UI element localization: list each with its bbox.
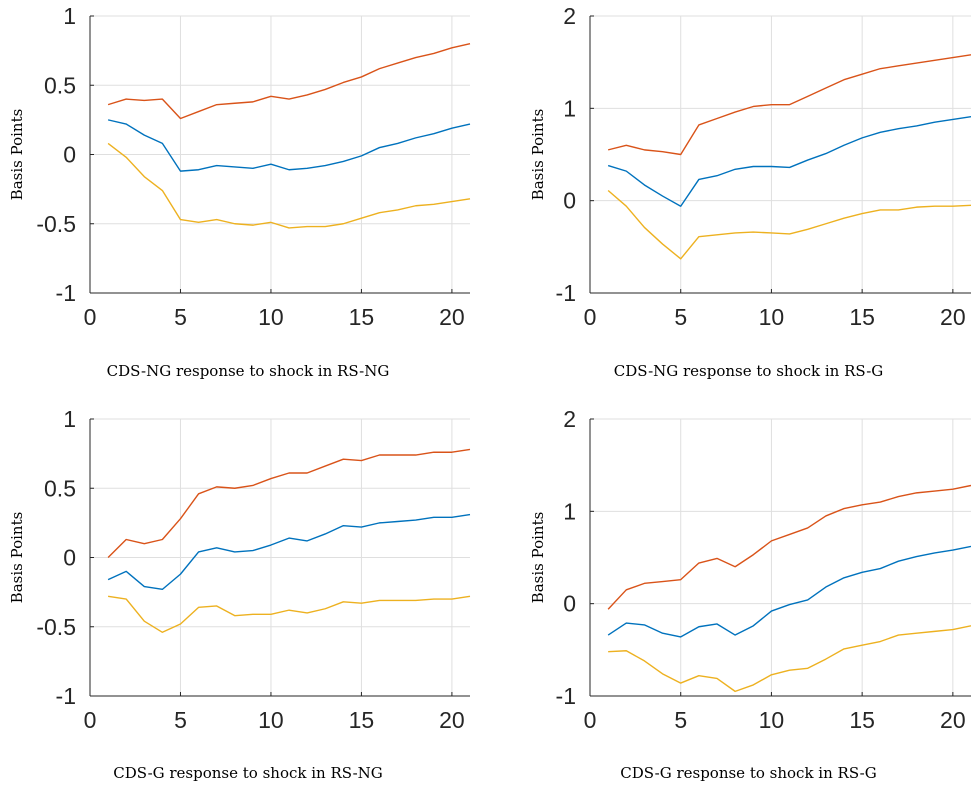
x-tick-label: 20 (940, 707, 966, 733)
y-axis-title: Basis Points (8, 512, 26, 604)
series-line-upper (607, 54, 971, 156)
y-tick-label: -1 (56, 280, 76, 306)
series-line-median (607, 115, 971, 207)
series-line-median (107, 513, 471, 591)
y-axis-title: Basis Points (529, 512, 547, 604)
y-tick-label: 1 (563, 498, 576, 524)
y-tick-label: 0.5 (44, 72, 76, 98)
y-axis-title: Basis Points (529, 109, 547, 201)
x-tick-label: 10 (759, 707, 785, 733)
x-tick-label: 10 (258, 707, 284, 733)
x-tick-label: 15 (349, 304, 375, 330)
y-tick-label: 2 (563, 3, 576, 29)
y-tick-label: 2 (563, 406, 576, 432)
y-tick-label: -0.5 (36, 211, 76, 237)
x-tick-label: 5 (674, 707, 687, 733)
y-tick-label: 0.5 (44, 475, 76, 501)
y-tick-label: 1 (63, 406, 76, 432)
y-tick-label: 0 (563, 188, 576, 214)
x-tick-label: 0 (84, 304, 97, 330)
panel-caption: CDS-NG response to shock in RS-G (614, 362, 884, 380)
x-tick-label: 0 (584, 304, 597, 330)
series-line-median (607, 545, 971, 638)
y-tick-label: -1 (556, 280, 576, 306)
x-tick-label: 20 (439, 707, 465, 733)
panel-caption: CDS-NG response to shock in RS-NG (107, 362, 390, 380)
panel-caption: CDS-G response to shock in RS-G (620, 764, 876, 782)
panel-caption: CDS-G response to shock in RS-NG (113, 764, 383, 782)
y-tick-label: -0.5 (36, 614, 76, 640)
x-tick-label: 0 (584, 707, 597, 733)
x-tick-label: 10 (759, 304, 785, 330)
series-line-lower (107, 595, 471, 633)
panel-3: 0 5 10 15 20 -1 -0.5 0 0.5 1 Basis Points CDS-G res… (8, 406, 471, 782)
y-tick-label: 0 (63, 142, 76, 168)
y-tick-label: -1 (556, 683, 576, 709)
y-tick-label: 1 (563, 95, 576, 121)
series-line-lower (607, 189, 971, 260)
y-tick-label: -1 (56, 683, 76, 709)
panel-4: 0 5 10 15 20 -1 0 1 2 Basis Points CDS-G response … (529, 406, 971, 782)
x-tick-label: 5 (174, 707, 187, 733)
x-tick-label: 15 (849, 304, 875, 330)
series-line-upper (607, 484, 971, 610)
series-line-lower (608, 625, 971, 693)
x-tick-label: 5 (174, 304, 187, 330)
y-tick-label: 0 (63, 545, 76, 571)
series-line-median (107, 119, 471, 172)
y-tick-label: 1 (63, 3, 76, 29)
x-tick-label: 15 (849, 707, 875, 733)
x-tick-label: 10 (258, 304, 284, 330)
y-tick-label: 0 (563, 591, 576, 617)
series-line-upper (107, 448, 471, 558)
y-axis-title: Basis Points (8, 109, 26, 201)
series-line-lower (107, 142, 471, 229)
x-tick-label: 20 (940, 304, 966, 330)
series-line-upper (107, 43, 471, 120)
x-tick-label: 15 (349, 707, 375, 733)
x-tick-label: 20 (439, 304, 465, 330)
x-tick-label: 0 (84, 707, 97, 733)
x-tick-label: 5 (674, 304, 687, 330)
panel-2: 0 5 10 15 20 -1 0 1 2 Basis Points CDS-NG response… (529, 3, 971, 380)
panel-1: 0 5 10 15 20 -1 -0.5 0 0.5 1 Basis Points CDS-NG re… (8, 3, 471, 380)
